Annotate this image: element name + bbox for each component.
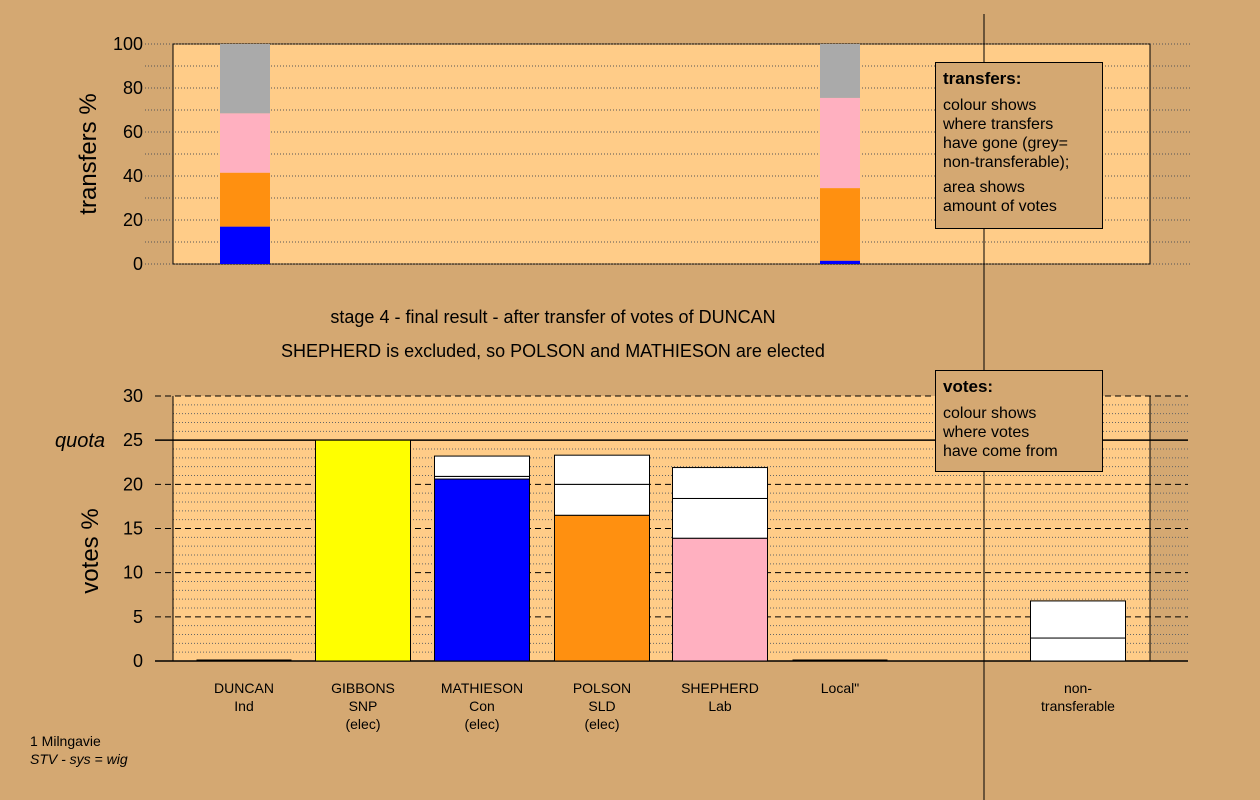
y-tick-label: 0 xyxy=(133,254,143,274)
transfer-bar-segment xyxy=(220,113,270,173)
candidate-label: DUNCAN xyxy=(214,680,274,696)
vote-bar-segment xyxy=(315,439,411,662)
y-tick-label: 0 xyxy=(133,651,143,671)
candidate-label: transferable xyxy=(1041,698,1115,714)
footnote-ward: 1 Milngavie xyxy=(30,733,101,749)
votes-y-ticks: 0 5 10 15 20 25 30 xyxy=(123,386,143,671)
candidate-label: Local" xyxy=(821,680,859,696)
legend-text: colour shows xyxy=(943,97,1037,114)
transfer-bar-segment xyxy=(220,44,270,114)
transfers-legend-title: transfers: xyxy=(943,69,1022,88)
legend-text: amount of votes xyxy=(943,198,1057,215)
vote-bar-segment xyxy=(672,537,768,662)
legend-text: where transfers xyxy=(943,116,1054,133)
y-tick-label: 100 xyxy=(113,34,143,54)
candidate-label: Con xyxy=(469,698,495,714)
legend-text: where votes xyxy=(943,424,1030,441)
transfers-y-axis-title: transfers % xyxy=(75,93,102,214)
legend-text: have gone (grey= xyxy=(943,135,1068,152)
y-tick-label: 40 xyxy=(123,166,143,186)
legend-text: have come from xyxy=(943,443,1058,460)
footnote-system: STV - sys = wig xyxy=(30,751,128,767)
candidate-label: GIBBONS xyxy=(331,680,395,696)
legend-text: colour shows xyxy=(943,405,1037,422)
candidate-label: Lab xyxy=(708,698,732,714)
y-tick-label: 30 xyxy=(123,386,143,406)
candidate-label: (elec) xyxy=(584,716,619,732)
y-tick-label: 25 xyxy=(123,430,143,450)
y-tick-label: 60 xyxy=(123,122,143,142)
transfer-bar-segment xyxy=(820,44,860,98)
vote-bar-segment xyxy=(672,497,768,539)
transfer-bar-segment xyxy=(820,97,860,189)
vote-bar-segment xyxy=(1030,600,1126,639)
legend-text: area shows xyxy=(943,179,1025,196)
votes-legend-title: votes: xyxy=(943,377,994,396)
candidate-label: SNP xyxy=(349,698,378,714)
y-tick-label: 20 xyxy=(123,210,143,230)
transfer-bar-segment xyxy=(220,226,270,264)
result-caption: SHEPHERD is excluded, so POLSON and MATH… xyxy=(281,341,825,361)
candidate-labels: DUNCAN Ind GIBBONS SNP (elec) MATHIESON Con (el… xyxy=(214,680,1115,732)
vote-bar-segment xyxy=(554,454,650,485)
y-tick-label: 80 xyxy=(123,78,143,98)
transfer-bar-segment xyxy=(220,172,270,227)
y-tick-label: 10 xyxy=(123,563,143,583)
candidate-label: SHEPHERD xyxy=(681,680,759,696)
candidate-label: non- xyxy=(1064,680,1092,696)
transfers-legend: transfers: colour shows where transfers … xyxy=(935,62,1103,229)
quota-label: quota xyxy=(55,430,105,452)
votes-legend: votes: colour shows where votes have com… xyxy=(935,370,1103,472)
vote-bar-segment xyxy=(434,478,530,662)
y-tick-label: 15 xyxy=(123,519,143,539)
vote-bar-segment xyxy=(672,467,768,499)
legend-text: non-transferable); xyxy=(943,154,1070,171)
candidate-label: (elec) xyxy=(464,716,499,732)
y-tick-label: 5 xyxy=(133,607,143,627)
transfers-bars xyxy=(220,44,860,264)
candidate-label: POLSON xyxy=(573,680,631,696)
candidate-label: MATHIESON xyxy=(441,680,523,696)
vote-bar-segment xyxy=(434,455,530,477)
votes-y-axis-title: votes % xyxy=(77,508,104,593)
stage-caption: stage 4 - final result - after transfer … xyxy=(330,307,775,327)
candidate-label: SLD xyxy=(588,698,615,714)
vote-bar-segment xyxy=(554,483,650,516)
transfer-bar-segment xyxy=(820,188,860,261)
votes-bars xyxy=(196,439,1126,662)
vote-bar-segment xyxy=(1030,637,1126,662)
transfers-y-ticks: 0 20 40 60 80 100 xyxy=(113,34,143,274)
candidate-label: (elec) xyxy=(345,716,380,732)
transfer-bar-segment xyxy=(820,260,860,264)
y-tick-label: 20 xyxy=(123,474,143,494)
candidate-label: Ind xyxy=(234,698,253,714)
vote-bar-segment xyxy=(554,514,650,662)
